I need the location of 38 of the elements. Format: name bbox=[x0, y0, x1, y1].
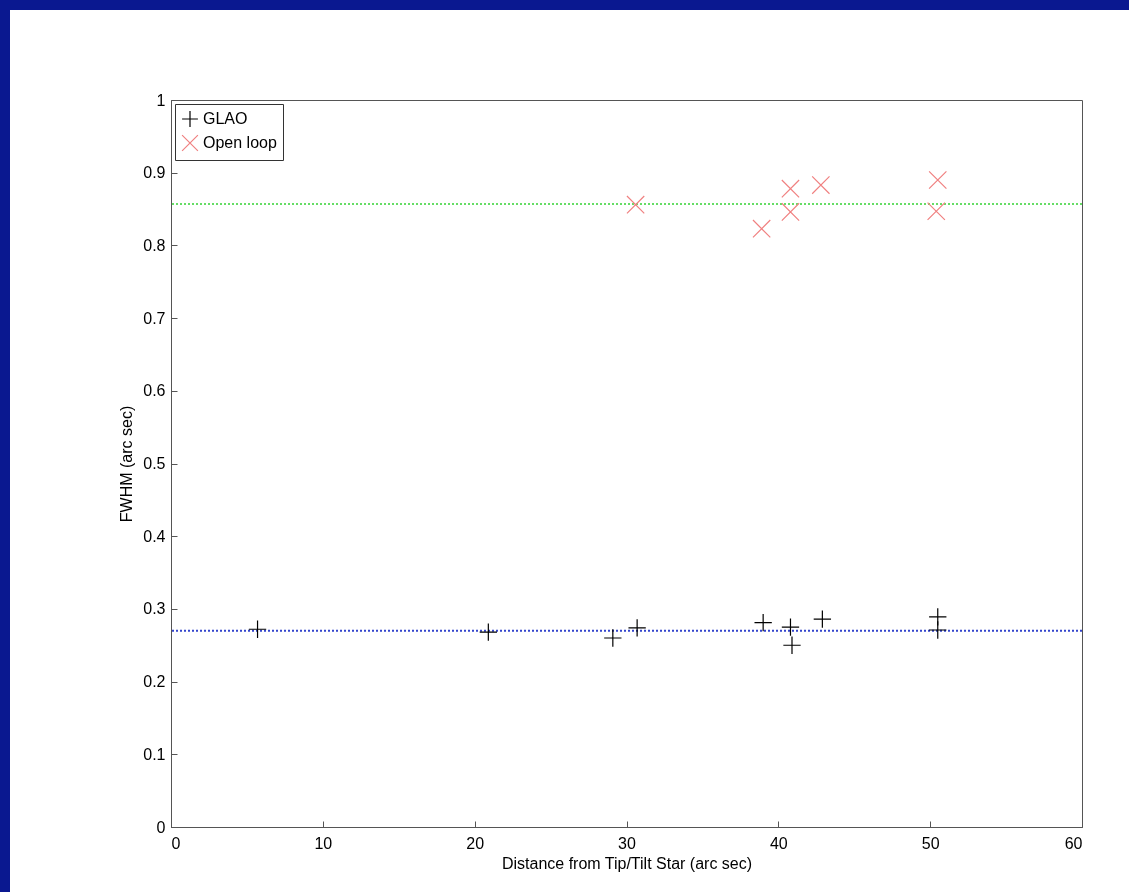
y-tick-label: 0.5 bbox=[143, 455, 166, 472]
y-tick-label: 0.3 bbox=[143, 600, 166, 618]
y-tick-label: 1 bbox=[156, 91, 166, 109]
x-tick-label: 20 bbox=[466, 834, 485, 852]
x-tick-label: 10 bbox=[314, 834, 333, 852]
y-tick-label: 0.1 bbox=[143, 745, 166, 763]
point bbox=[626, 195, 645, 214]
point bbox=[813, 609, 832, 629]
y-tick-label: 0.8 bbox=[143, 236, 166, 254]
x-tick-label: 50 bbox=[921, 834, 940, 852]
point bbox=[782, 635, 802, 655]
legend-label: GLAO bbox=[203, 110, 248, 127]
y-tick-label: 0.6 bbox=[143, 382, 166, 400]
point bbox=[811, 175, 831, 195]
y-tick-label: 0.4 bbox=[143, 527, 166, 545]
point bbox=[248, 620, 267, 639]
y-axis-title: FWHM (arc sec) bbox=[118, 405, 136, 523]
point bbox=[753, 613, 773, 632]
point bbox=[627, 618, 647, 638]
y-tick-label: 0.2 bbox=[143, 673, 166, 691]
y-tick-label: 0.9 bbox=[143, 164, 166, 182]
point bbox=[926, 201, 946, 221]
x-tick-label: 30 bbox=[618, 834, 636, 852]
x-tick-label: 40 bbox=[769, 834, 788, 852]
point bbox=[479, 622, 498, 642]
y-tick-label: 0.7 bbox=[143, 309, 166, 327]
point bbox=[928, 620, 948, 640]
point bbox=[781, 617, 800, 637]
y-tick-label: 0 bbox=[156, 818, 166, 836]
point bbox=[752, 219, 771, 238]
x-tick-label: 0 bbox=[171, 834, 181, 852]
point bbox=[781, 202, 800, 222]
point bbox=[603, 628, 623, 648]
legend-label: Open loop bbox=[203, 134, 277, 151]
x-axis-title: Distance from Tip/Tilt Star (arc sec) bbox=[501, 854, 753, 872]
point bbox=[781, 179, 800, 198]
point bbox=[928, 170, 948, 190]
x-tick-label: 60 bbox=[1064, 834, 1083, 852]
